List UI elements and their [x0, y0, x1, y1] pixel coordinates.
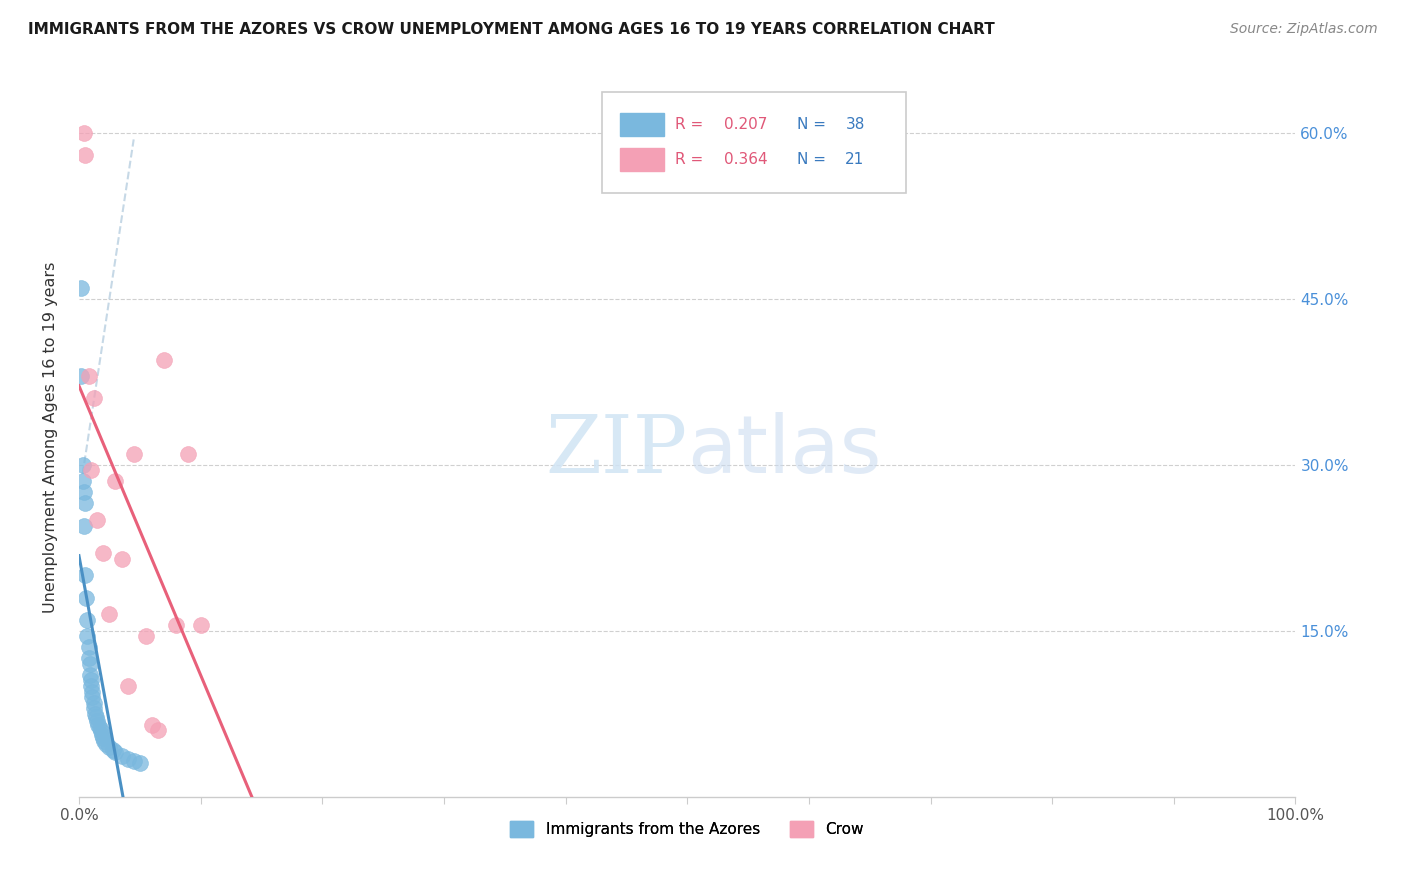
Point	[190, 618, 212, 632]
Point	[77, 369, 100, 384]
Point	[77, 651, 100, 665]
Point	[84, 710, 107, 724]
Text: R =: R =	[675, 152, 709, 167]
Point	[122, 447, 145, 461]
Point	[141, 718, 163, 732]
Text: 21: 21	[845, 152, 865, 167]
Point	[93, 734, 115, 748]
Point	[86, 714, 108, 729]
Point	[128, 756, 150, 771]
Text: N =: N =	[797, 152, 831, 167]
Point	[77, 640, 100, 655]
Text: atlas: atlas	[688, 412, 882, 491]
Point	[70, 369, 93, 384]
Point	[87, 718, 110, 732]
Point	[98, 607, 121, 621]
FancyBboxPatch shape	[620, 148, 664, 171]
Point	[117, 752, 139, 766]
FancyBboxPatch shape	[602, 92, 907, 193]
Point	[83, 706, 105, 721]
Point	[86, 513, 108, 527]
Point	[89, 721, 111, 735]
Point	[153, 352, 176, 367]
Point	[101, 743, 124, 757]
Point	[73, 126, 96, 140]
Point	[165, 618, 187, 632]
Point	[83, 696, 105, 710]
Point	[94, 737, 117, 751]
Point	[73, 485, 96, 500]
Point	[80, 673, 103, 688]
Point	[110, 748, 132, 763]
Point	[83, 392, 105, 406]
Point	[76, 629, 98, 643]
Point	[73, 496, 96, 510]
Point	[80, 463, 103, 477]
Point	[76, 613, 98, 627]
Point	[82, 684, 104, 698]
Text: 38: 38	[845, 118, 865, 132]
Y-axis label: Unemployment Among Ages 16 to 19 years: Unemployment Among Ages 16 to 19 years	[44, 261, 58, 613]
Point	[98, 739, 121, 754]
Text: ZIP: ZIP	[546, 412, 688, 491]
Point	[73, 148, 96, 162]
Text: IMMIGRANTS FROM THE AZORES VS CROW UNEMPLOYMENT AMONG AGES 16 TO 19 YEARS CORREL: IMMIGRANTS FROM THE AZORES VS CROW UNEMP…	[28, 22, 995, 37]
Text: 0.207: 0.207	[724, 118, 768, 132]
Text: R =: R =	[675, 118, 709, 132]
Point	[79, 668, 101, 682]
Point	[177, 447, 200, 461]
Point	[80, 679, 103, 693]
Point	[83, 701, 105, 715]
Point	[91, 728, 114, 742]
Point	[79, 657, 101, 671]
Point	[110, 551, 132, 566]
Point	[135, 629, 157, 643]
Point	[104, 746, 127, 760]
Point	[82, 690, 104, 704]
Point	[146, 723, 169, 738]
Text: N =: N =	[797, 118, 831, 132]
Point	[70, 281, 93, 295]
Point	[73, 518, 96, 533]
Point	[73, 568, 96, 582]
Point	[91, 731, 114, 745]
Point	[72, 475, 94, 489]
Point	[122, 754, 145, 768]
Point	[117, 679, 139, 693]
Point	[72, 458, 94, 472]
FancyBboxPatch shape	[620, 113, 664, 136]
Point	[90, 724, 112, 739]
Legend: Immigrants from the Azores, Crow: Immigrants from the Azores, Crow	[505, 814, 870, 843]
Point	[91, 546, 114, 560]
Point	[75, 591, 97, 605]
Text: 0.364: 0.364	[724, 152, 768, 167]
Text: Source: ZipAtlas.com: Source: ZipAtlas.com	[1230, 22, 1378, 37]
Point	[104, 475, 127, 489]
